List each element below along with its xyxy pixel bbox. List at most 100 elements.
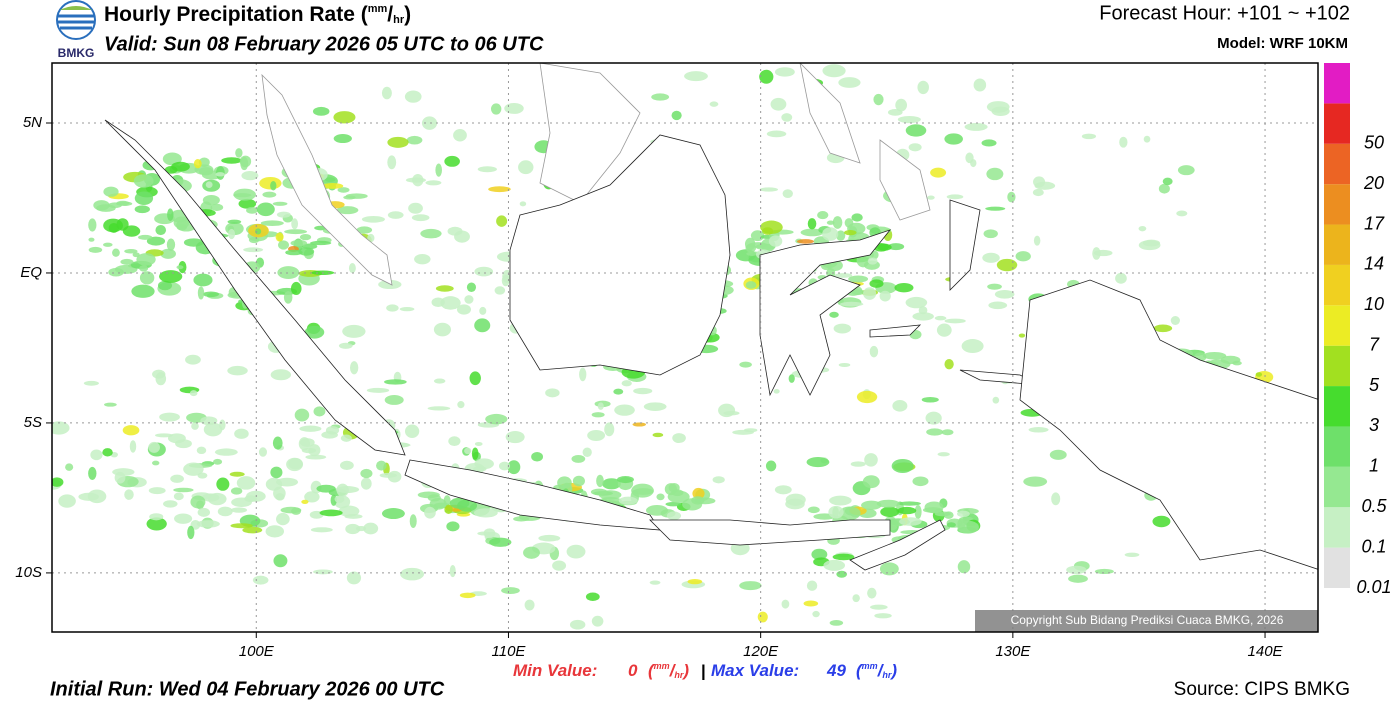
rain-cell (207, 492, 227, 506)
rain-cell (148, 441, 160, 453)
rain-cell (310, 527, 333, 533)
rain-cell (597, 402, 604, 410)
rain-cell (444, 504, 453, 514)
rain-cell (926, 428, 944, 436)
rain-cell (494, 286, 506, 295)
rain-cell (1115, 272, 1127, 284)
rain-cell (361, 216, 385, 223)
rain-cell (414, 253, 431, 265)
rain-cell (870, 604, 888, 610)
rain-cell (408, 202, 423, 214)
rain-cell (1033, 235, 1041, 246)
rain-cell (918, 306, 928, 315)
rain-cell (850, 461, 866, 467)
rain-cell (444, 155, 460, 167)
rain-cell (234, 428, 249, 439)
rain-cell (39, 431, 47, 439)
rain-cell (421, 116, 438, 130)
rain-cell (202, 195, 220, 206)
rain-cell (759, 69, 774, 84)
rain-cell (925, 411, 942, 425)
rain-cell (216, 477, 230, 491)
source: Source: CIPS BMKG (1174, 679, 1350, 700)
rain-cell (961, 339, 984, 353)
rain-cell (88, 466, 97, 480)
rain-cell (366, 387, 390, 393)
rain-cell (759, 187, 779, 192)
rain-cell (190, 495, 206, 509)
rain-cell (275, 232, 284, 242)
max-label: Max Value: (711, 661, 799, 680)
rain-cell (340, 434, 352, 442)
rain-cell (272, 436, 283, 450)
rain-cell (1049, 449, 1067, 460)
unit: hr (882, 670, 891, 680)
rain-cell (210, 203, 224, 211)
rain-cell (768, 235, 783, 247)
rain-cell (260, 220, 284, 227)
rain-cell (709, 101, 719, 107)
rain-cell (129, 440, 137, 453)
rain-cell (356, 226, 373, 234)
lat-tick-label: 5N (23, 114, 42, 131)
rain-cell (464, 295, 474, 304)
rain-cell (187, 525, 195, 540)
rain-cell (671, 110, 682, 121)
unit: ) (681, 661, 689, 680)
colorbar-label: 0.1 (1361, 536, 1386, 556)
lon-tick-label: 100E (239, 643, 275, 660)
rain-cell (579, 367, 587, 382)
colorbar-box (1324, 345, 1350, 387)
rain-cell (108, 267, 124, 277)
rain-cell (246, 206, 258, 214)
colorbar-box (1324, 305, 1350, 346)
rain-cell (411, 214, 430, 222)
rain-cell (488, 186, 511, 193)
rain-cell (228, 228, 236, 240)
rain-cell (616, 476, 634, 484)
logo: BMKG (56, 0, 96, 60)
rain-cell (507, 460, 521, 475)
rain-cell (762, 227, 774, 235)
rain-cell (666, 511, 682, 521)
rain-cell (284, 229, 308, 235)
rain-cell (667, 490, 690, 504)
rain-cell (103, 186, 119, 197)
rain-cell (829, 311, 839, 318)
rain-cell (869, 345, 879, 358)
rain-cell (291, 507, 302, 515)
rain-cell (848, 275, 869, 283)
rain-cell (781, 599, 790, 609)
rain-cell (337, 187, 350, 193)
rain-cell (633, 488, 654, 495)
rain-cell (1018, 333, 1026, 338)
rain-cell (765, 460, 777, 472)
rain-cell (148, 487, 166, 495)
rain-cell (214, 448, 238, 456)
colorbar-box (1324, 426, 1350, 467)
rain-cell (189, 390, 198, 397)
rain-cell (531, 452, 544, 462)
rain-cell (591, 412, 605, 418)
rain-cell (1220, 355, 1241, 365)
rain-cell (386, 304, 399, 312)
rain-cell (757, 611, 768, 623)
rain-cell (474, 318, 491, 333)
rain-cell (215, 172, 225, 177)
rain-cell (469, 371, 481, 386)
rain-cell (112, 248, 120, 257)
rain-cell (387, 470, 402, 483)
rain-cell (231, 497, 252, 507)
rain-cell (899, 517, 922, 526)
rain-cell (435, 163, 442, 177)
rain-cell (163, 500, 178, 508)
rain-cell (930, 167, 947, 178)
unit: ) (404, 3, 411, 26)
colorbar-box (1324, 386, 1350, 427)
rain-cell (811, 548, 828, 560)
rain-cell (236, 476, 256, 490)
rain-cell (485, 413, 508, 425)
rain-cell (1170, 316, 1180, 325)
rain-cell (259, 176, 282, 190)
